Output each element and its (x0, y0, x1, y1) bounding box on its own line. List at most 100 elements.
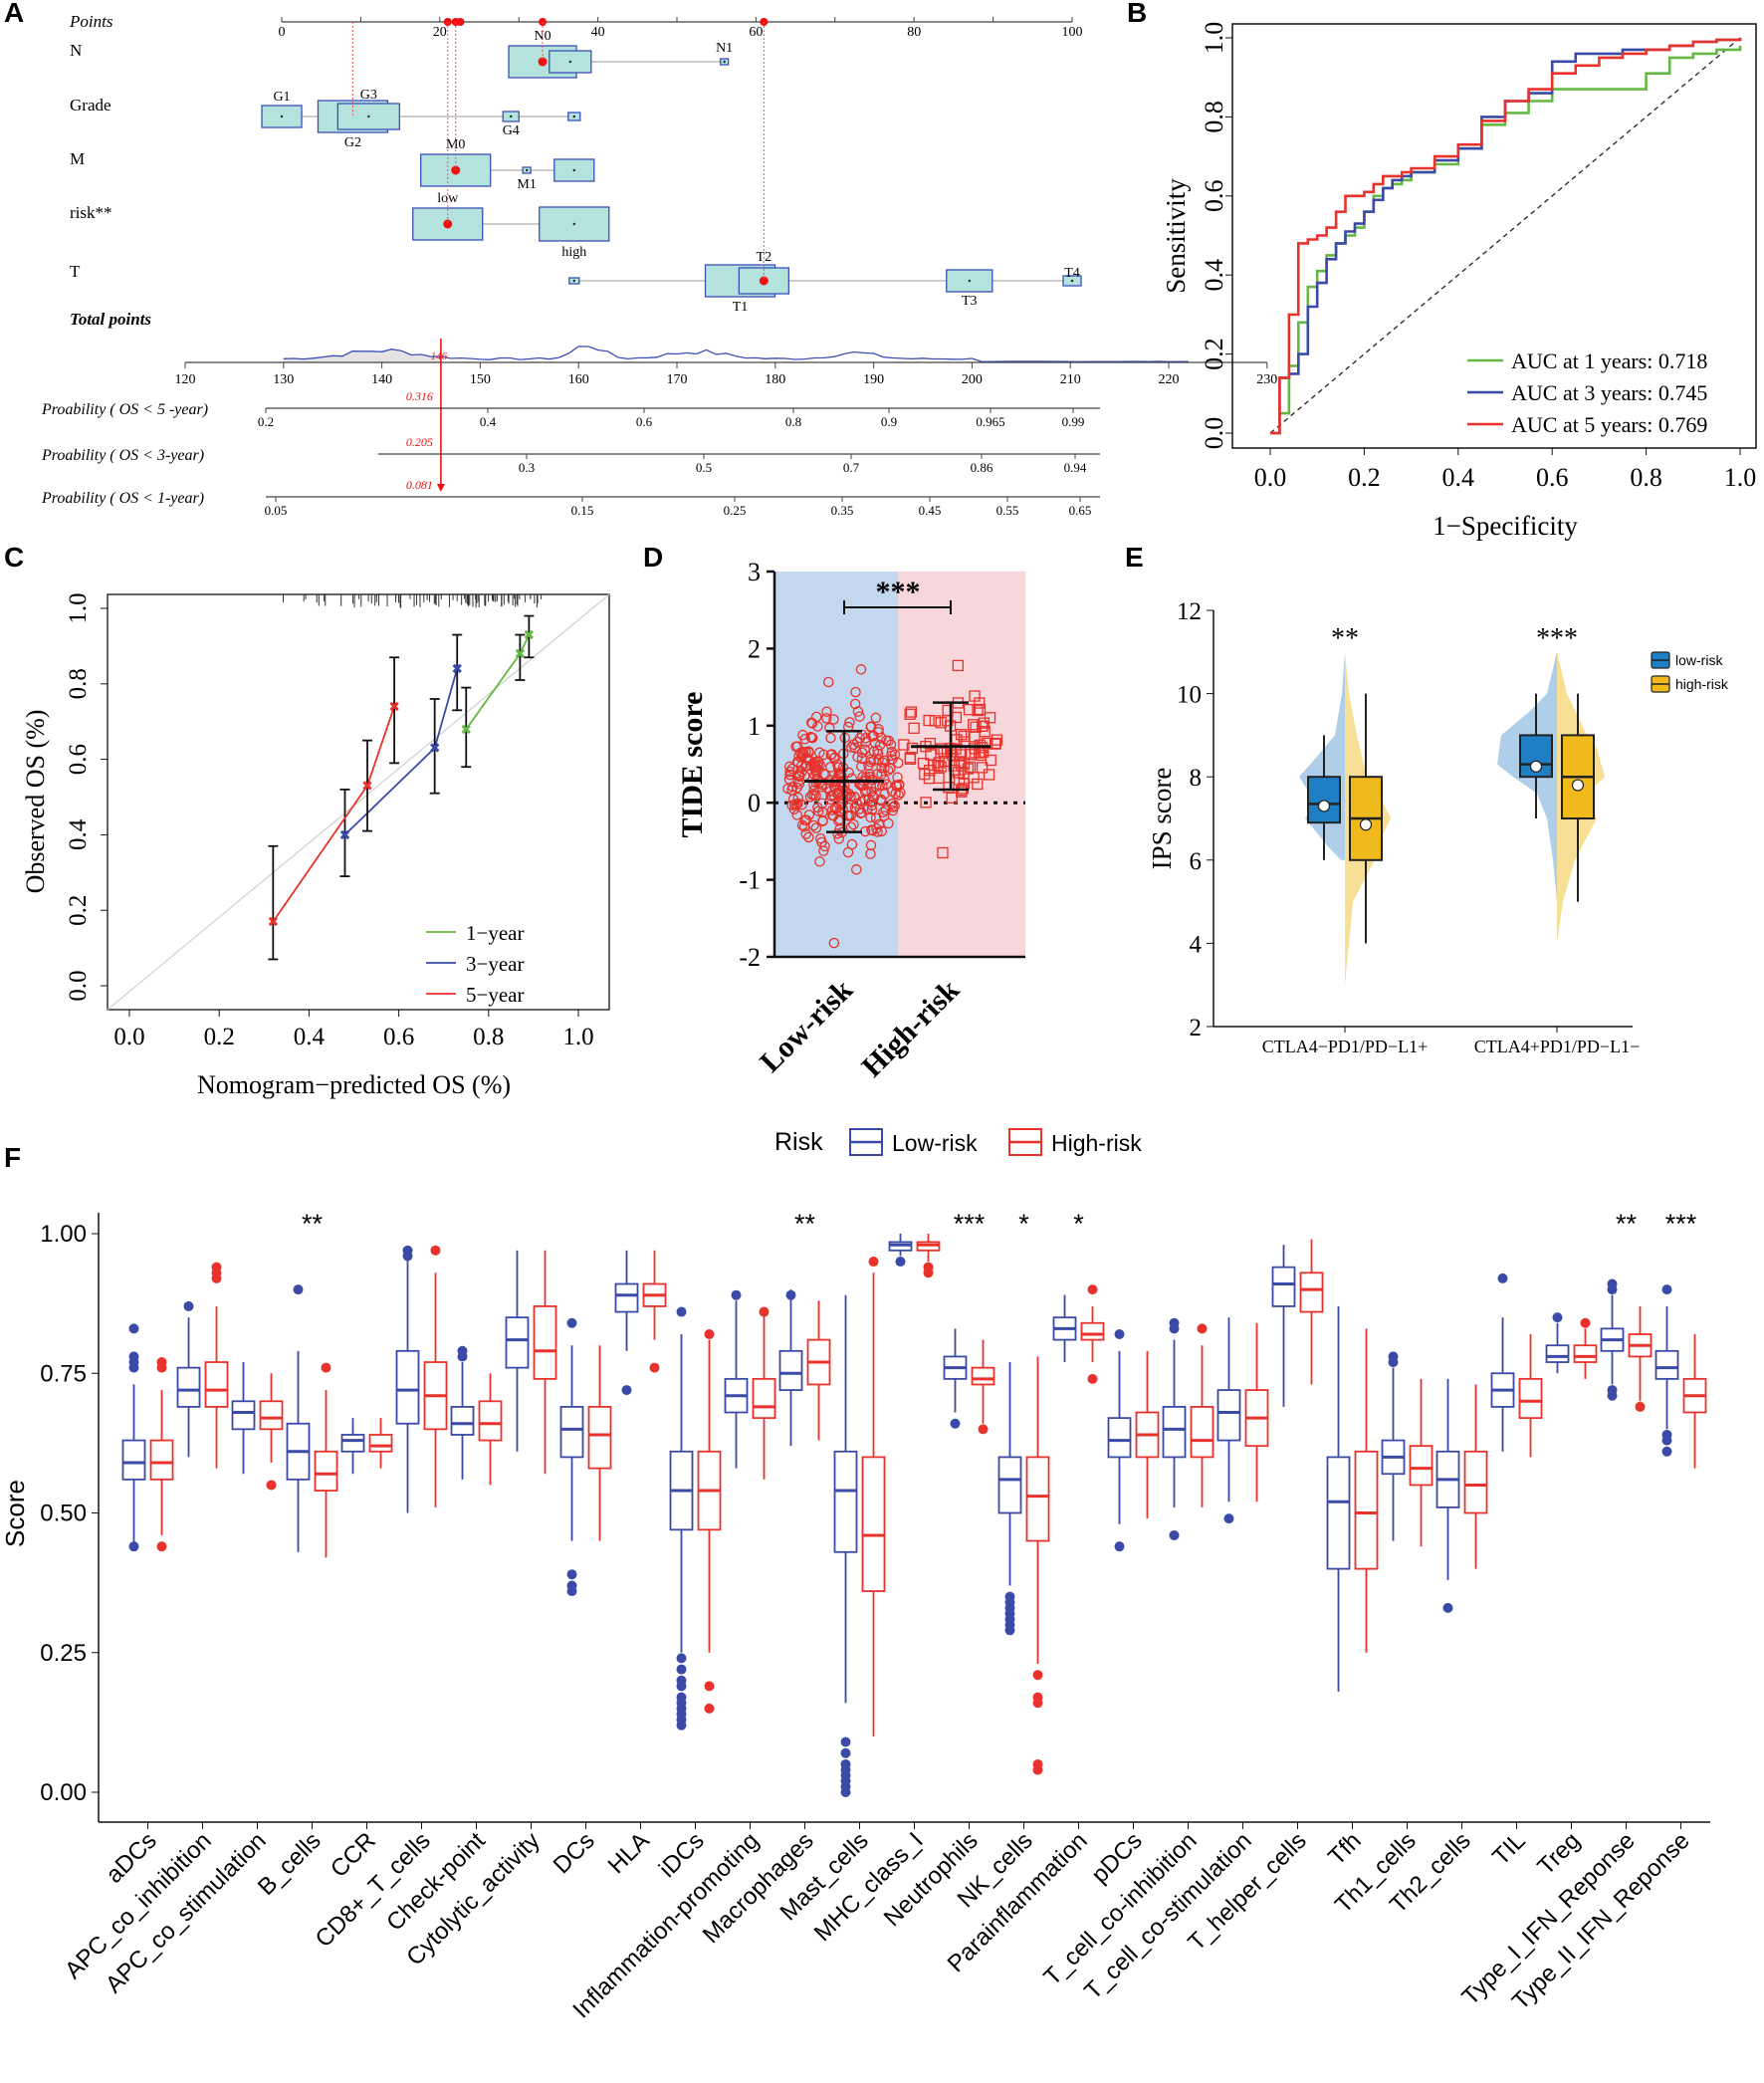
probability-tick-label: 0.8 (785, 414, 801, 429)
points-selected-dot (456, 18, 465, 26)
immune-outlier (266, 1480, 277, 1491)
tide-point (849, 698, 861, 710)
nomogram-level-label: N0 (534, 29, 551, 44)
tide-point (814, 747, 825, 759)
immune-box (1326, 1456, 1351, 1570)
immune-significance: * (1073, 1209, 1084, 1239)
tide-point (865, 721, 877, 732)
roc-legend-label: AUC at 3 years: 0.745 (1511, 380, 1707, 405)
calibration-point: ✖ (460, 723, 472, 738)
roc-y-tick-label: 0.8 (1200, 101, 1228, 132)
tide-point (837, 804, 848, 814)
immune-box (1409, 1445, 1433, 1487)
tide-point (815, 832, 826, 844)
tide-point (851, 864, 862, 875)
tide-point (848, 818, 859, 830)
probability-tick-label: 0.25 (724, 503, 747, 518)
tide-significance: *** (876, 576, 921, 608)
tide-point (856, 729, 868, 741)
probability-selected-label: 0.316 (406, 389, 433, 403)
ips-y-tick-label: 2 (1190, 1015, 1203, 1042)
immune-category-label: B_cells (253, 1827, 327, 1901)
tide-point (832, 789, 843, 800)
tide-point (860, 733, 871, 744)
tide-point (920, 797, 932, 809)
immune-outlier (1004, 1625, 1015, 1636)
nomogram-row-label: T (70, 262, 81, 281)
tide-bg-high (898, 572, 1025, 957)
total-tick-label: 140 (371, 372, 392, 387)
tide-point (786, 782, 798, 793)
selected-total-arrow (436, 484, 445, 492)
tide-point (799, 734, 810, 745)
calibration-x-tick-label: 1.0 (562, 1024, 593, 1050)
probability-tick-label: 0.965 (976, 414, 1004, 429)
roc-y-tick-label: 0.4 (1200, 259, 1228, 292)
probability-tick-label: 0.5 (696, 460, 712, 475)
tide-point (827, 805, 838, 815)
immune-outlier (1635, 1401, 1646, 1412)
nomogram-level-label: high (561, 245, 586, 260)
calibration-x-tick-label: 0.8 (473, 1024, 504, 1050)
probability-row-label: Proability ( OS < 1-year) (41, 490, 204, 507)
tide-point (870, 712, 882, 724)
immune-outlier (676, 1306, 687, 1317)
panel-b: B 0.0 0.2 0.4 0.6 0.8 1.0 0.0 0.2 0.4 0.6 0.8 1.0 1−… (1127, 0, 1757, 541)
nomogram-level-label: G3 (360, 88, 377, 103)
tide-point (856, 747, 868, 759)
tide-point (804, 792, 816, 803)
tide-point (885, 739, 897, 751)
immune-outlier (1169, 1529, 1180, 1540)
roc-y-tick-label: 0.0 (1200, 417, 1228, 450)
immune-outlier (1442, 1602, 1453, 1613)
tide-point (905, 706, 918, 718)
immune-box (533, 1305, 557, 1380)
tide-point (849, 792, 860, 803)
calibration-legend-label: 5−year (466, 983, 524, 1007)
calibration-point: ✖ (451, 663, 463, 678)
immune-box (1271, 1266, 1296, 1307)
probability-tick-label: 0.45 (919, 503, 942, 518)
nomogram-level-label: G2 (344, 135, 361, 150)
immune-outlier (128, 1362, 139, 1373)
tide-point (846, 773, 858, 784)
tide-point (825, 791, 836, 802)
immune-category-label: TIL (1487, 1827, 1531, 1871)
immune-outlier (676, 1653, 687, 1664)
immune-outlier (321, 1362, 331, 1373)
nomogram-level-label: N1 (716, 41, 733, 56)
calibration-point: ✖ (515, 647, 527, 662)
tide-point (806, 717, 817, 729)
immune-category-label: HLA (603, 1827, 655, 1879)
tide-point (849, 802, 861, 813)
immune-outlier (1169, 1323, 1180, 1334)
tide-point (803, 831, 814, 843)
total-tick-label: 170 (667, 372, 688, 387)
tide-point (972, 704, 984, 717)
tide-point (956, 760, 968, 772)
ips-mean-dot (1317, 800, 1331, 812)
tide-point (818, 768, 829, 780)
tide-point (878, 807, 889, 817)
tide-point (793, 751, 804, 762)
total-tick-label: 230 (1256, 372, 1277, 387)
immune-outlier (1661, 1435, 1672, 1446)
calibration-x-tick-label: 0.4 (294, 1024, 326, 1050)
tide-point (923, 714, 935, 727)
tide-point (963, 704, 976, 716)
calibration-point: ✖ (388, 701, 400, 716)
tide-point (805, 731, 816, 743)
immune-outlier (1197, 1323, 1208, 1334)
calibration-x-tick-label: 0.0 (113, 1024, 144, 1050)
immune-box (1463, 1450, 1488, 1514)
calibration-y-tick-label: 0.0 (65, 970, 92, 1001)
tide-point (924, 737, 936, 750)
immune-significance: *** (954, 1209, 986, 1239)
selected-total-label: 146 (431, 350, 448, 362)
tide-point (886, 746, 898, 758)
ips-y-tick-label: 12 (1177, 598, 1202, 625)
immune-box (1216, 1389, 1241, 1442)
nomogram-selected-dot (759, 276, 769, 286)
tide-point (810, 822, 822, 833)
tide-point (844, 717, 855, 728)
